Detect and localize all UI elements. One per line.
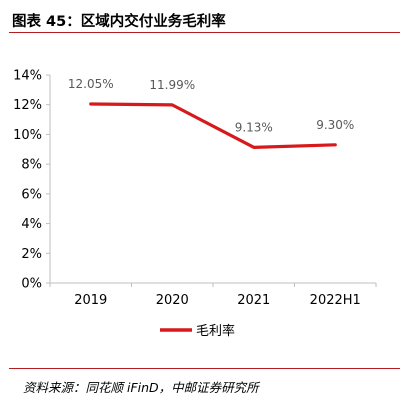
x-tick-label: 2019 [74, 293, 107, 308]
data-label: 11.99% [149, 78, 195, 92]
source-note: 资料来源：同花顺 iFinD，中邮证券研究所 [23, 380, 259, 395]
data-label: 9.30% [316, 118, 354, 132]
figure-header: 图表 45：区域内交付业务毛利率 [9, 6, 400, 33]
series-line [89, 102, 337, 149]
legend-label: 毛利率 [196, 323, 235, 339]
y-tick-label: 8% [21, 158, 42, 173]
x-tick-label: 2020 [156, 293, 189, 308]
x-tick-label: 2022H1 [310, 293, 361, 308]
data-label: 9.13% [235, 120, 273, 134]
figure-title: 图表 45：区域内交付业务毛利率 [12, 14, 226, 30]
figure-footer: 资料来源：同花顺 iFinD，中邮证券研究所 [9, 368, 400, 405]
x-tick-label: 2021 [237, 293, 270, 308]
data-label: 12.05% [68, 77, 114, 91]
y-tick-label: 4% [21, 217, 42, 232]
y-tick-label: 0% [21, 277, 42, 292]
y-tick-label: 10% [13, 128, 42, 143]
y-tick-label: 6% [21, 187, 42, 202]
y-tick-label: 14% [13, 69, 42, 84]
y-tick-label: 2% [21, 247, 42, 262]
y-tick-label: 12% [13, 98, 42, 113]
line-chart: 0% 2% 4% 6% 8% 10% 12% 14% 2019 2020 2021 2022H1 12.… [13, 69, 377, 339]
